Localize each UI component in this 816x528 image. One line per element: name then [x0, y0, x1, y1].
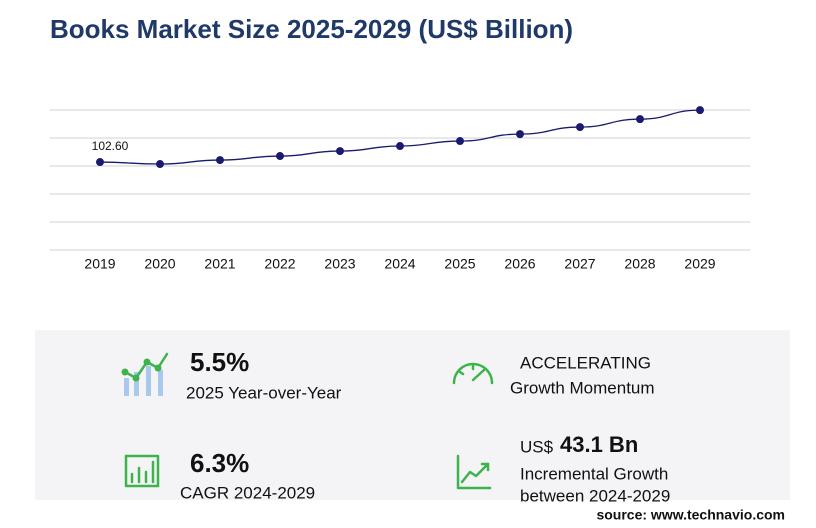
x-tick-label: 2021: [204, 256, 235, 272]
icon-growth: [121, 352, 169, 396]
x-tick-label: 2022: [264, 256, 295, 272]
data-point: [636, 115, 644, 124]
chart-title: Books Market Size 2025-2029 (US$ Billion…: [50, 14, 573, 44]
icon-bars: [124, 454, 160, 488]
data-point: [156, 160, 164, 169]
grid: [50, 109, 750, 251]
data-point: [276, 152, 284, 161]
data-point: [396, 142, 404, 151]
x-tick-label: 2028: [624, 256, 655, 272]
kpi-label: Incremental Growth: [520, 464, 668, 483]
data-label: 102.60: [92, 139, 129, 153]
kpi-label: Growth Momentum: [510, 378, 655, 397]
kpi-value: 43.1 Bn: [560, 432, 638, 457]
kpi-label: CAGR 2024-2029: [180, 483, 315, 502]
kpi-value: ACCELERATING: [520, 353, 651, 372]
data-point: [216, 156, 224, 165]
x-tick-label: 2024: [384, 256, 415, 272]
data-point: [516, 130, 524, 139]
x-tick-label: 2027: [564, 256, 595, 272]
data-point: [336, 147, 344, 156]
x-tick-label: 2025: [444, 256, 475, 272]
x-tick-label: 2026: [504, 256, 535, 272]
data-point: [696, 106, 704, 115]
kpi-value: 5.5%: [190, 347, 249, 377]
x-tick-label: 2029: [684, 256, 715, 272]
x-tick-label: 2020: [144, 256, 175, 272]
data-point: [456, 137, 464, 146]
data-point: [96, 158, 104, 167]
x-tick-label: 2019: [84, 256, 115, 272]
kpi-label: 2025 Year-over-Year: [186, 383, 342, 402]
data-point: [576, 123, 584, 132]
series-line: [99, 109, 701, 165]
x-tick-label: 2023: [324, 256, 355, 272]
plot: 2019 2020 2021 2022 2023 2024 2025 2026 2027 2028…: [84, 106, 716, 272]
kpi-label: between 2024-2029: [520, 486, 670, 505]
icon-line: [456, 454, 492, 490]
kpi-prefix: US$: [520, 437, 554, 456]
icon-gauge: [452, 362, 494, 385]
kpi-panel: [35, 330, 790, 500]
source: source: www.technavio.com: [596, 507, 785, 523]
kpi-value: 6.3%: [190, 448, 249, 478]
